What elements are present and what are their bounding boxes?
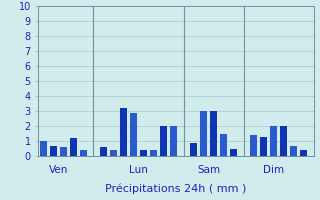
- Bar: [170, 126, 177, 156]
- Bar: [210, 111, 217, 156]
- Bar: [40, 141, 47, 156]
- Bar: [280, 126, 287, 156]
- Bar: [250, 135, 257, 156]
- Bar: [160, 126, 167, 156]
- Bar: [230, 148, 237, 156]
- Bar: [190, 142, 197, 156]
- Text: Dim: Dim: [263, 165, 284, 175]
- Bar: [220, 134, 227, 156]
- Bar: [260, 137, 267, 156]
- Bar: [290, 146, 297, 156]
- Bar: [300, 150, 307, 156]
- Bar: [50, 146, 57, 156]
- Bar: [120, 108, 127, 156]
- Bar: [70, 138, 77, 156]
- Text: Ven: Ven: [49, 165, 68, 175]
- Bar: [60, 147, 67, 156]
- Bar: [110, 150, 117, 156]
- Bar: [200, 111, 207, 156]
- Bar: [130, 112, 137, 156]
- Bar: [100, 147, 107, 156]
- Text: Précipitations 24h ( mm ): Précipitations 24h ( mm ): [105, 183, 247, 194]
- Bar: [150, 150, 157, 156]
- Bar: [140, 150, 147, 156]
- Text: Sam: Sam: [197, 165, 220, 175]
- Text: Lun: Lun: [129, 165, 148, 175]
- Bar: [80, 150, 87, 156]
- Bar: [270, 126, 277, 156]
